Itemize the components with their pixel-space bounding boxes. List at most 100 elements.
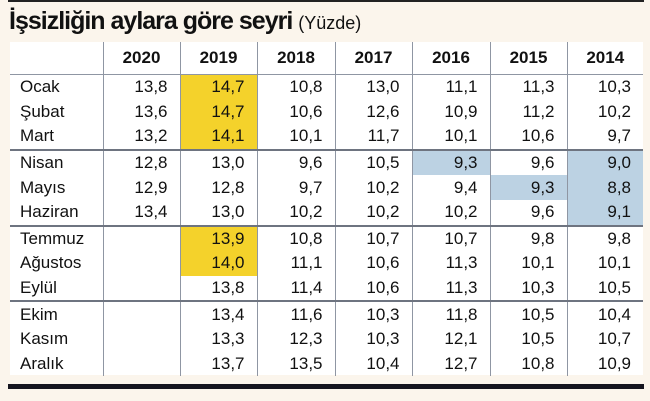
column-header-2014: 2014 <box>566 42 643 75</box>
value-cell: 9,8 <box>566 224 643 252</box>
value-cell <box>102 224 180 252</box>
value-cell: 12,6 <box>334 99 412 125</box>
value-cell: 9,7 <box>256 175 335 200</box>
value-cell: 11,3 <box>411 275 490 302</box>
value-cell: 10,5 <box>334 148 412 176</box>
value-cell: 11,7 <box>334 124 412 150</box>
column-header-2018: 2018 <box>256 42 335 75</box>
value-cell: 10,2 <box>566 99 643 125</box>
title-unit: (Yüzde) <box>298 13 362 33</box>
column-header-2015: 2015 <box>489 42 567 75</box>
value-cell: 11,3 <box>411 251 490 276</box>
value-cell: 9,0 <box>566 148 643 176</box>
month-label: Eylül <box>20 278 57 298</box>
value-cell: 10,7 <box>334 224 412 252</box>
value-cell: 13,5 <box>256 351 335 377</box>
value-cell: 9,6 <box>489 148 567 176</box>
header-corner <box>10 42 103 75</box>
value-cell: 11,6 <box>256 300 335 327</box>
value-cell: 10,6 <box>334 275 412 302</box>
value-cell: 10,3 <box>334 326 412 352</box>
value-cell: 13,0 <box>334 74 412 100</box>
value-cell: 9,1 <box>566 199 643 226</box>
table-row: Ağustos 14,0 11,1 10,6 11,3 10,1 10,1 <box>10 251 643 276</box>
month-label: Mart <box>20 126 54 146</box>
value-cell: 10,1 <box>489 251 567 276</box>
header-row: 2020 2019 2018 2017 2016 2015 2014 <box>10 42 643 75</box>
value-cell: 10,2 <box>256 199 335 226</box>
bottom-rule <box>8 384 644 389</box>
month-label: Ocak <box>20 77 60 97</box>
table-row: Temmuz 13,9 10,8 10,7 10,7 9,8 9,8 <box>10 224 643 252</box>
value-cell: 14,0 <box>179 251 257 276</box>
value-cell: 12,7 <box>411 351 490 377</box>
value-cell: 10,6 <box>489 124 567 150</box>
table-row: Mayıs 12,9 12,8 9,7 10,2 9,4 9,3 8,8 <box>10 175 643 200</box>
value-cell: 10,4 <box>334 351 412 377</box>
month-label: Kasım <box>20 329 69 349</box>
value-cell: 10,3 <box>489 275 567 302</box>
value-cell: 13,0 <box>179 148 257 176</box>
table-row: Haziran 13,4 13,0 10,2 10,2 10,2 9,6 9,1 <box>10 199 643 226</box>
value-cell: 10,1 <box>256 124 335 150</box>
value-cell <box>102 300 180 327</box>
value-cell: 11,4 <box>256 275 335 302</box>
table-row: Ekim 13,4 11,6 10,3 11,8 10,5 10,4 <box>10 300 643 327</box>
table-row: Aralık 13,7 13,5 10,4 12,7 10,8 10,9 <box>10 351 643 377</box>
value-cell: 14,7 <box>179 74 257 100</box>
value-cell: 11,3 <box>489 74 567 100</box>
value-cell: 10,4 <box>566 300 643 327</box>
column-header-2020: 2020 <box>102 42 180 75</box>
top-rule <box>8 0 644 2</box>
value-cell: 10,3 <box>334 300 412 327</box>
value-cell: 11,1 <box>256 251 335 276</box>
value-cell: 11,2 <box>489 99 567 125</box>
value-cell <box>102 251 180 276</box>
value-cell <box>102 275 180 302</box>
value-cell: 9,6 <box>489 199 567 226</box>
value-cell: 9,3 <box>489 175 567 200</box>
month-label: Aralık <box>20 353 64 373</box>
value-cell: 10,5 <box>489 300 567 327</box>
table-row: Eylül 13,8 11,4 10,6 11,3 10,3 10,5 <box>10 275 643 302</box>
month-label: Şubat <box>20 101 65 121</box>
table-row: Nisan 12,8 13,0 9,6 10,5 9,3 9,6 9,0 <box>10 148 643 176</box>
value-cell <box>102 351 180 377</box>
value-cell: 11,1 <box>411 74 490 100</box>
month-label: Haziran <box>20 202 79 222</box>
unemployment-table-container: 2020 2019 2018 2017 2016 2015 2014 Ocak 13,8 14,… <box>10 42 643 377</box>
value-cell: 10,9 <box>411 99 490 125</box>
title-text: İşsizliğin aylara göre seyri <box>9 7 293 35</box>
value-cell: 10,7 <box>566 326 643 352</box>
month-label: Temmuz <box>10 224 103 252</box>
value-cell: 12,1 <box>411 326 490 352</box>
value-cell: 10,1 <box>411 124 490 150</box>
value-cell: 12,9 <box>102 175 180 200</box>
column-header-2017: 2017 <box>334 42 412 75</box>
value-cell: 13,7 <box>179 351 257 377</box>
value-cell: 13,0 <box>179 199 257 226</box>
value-cell: 9,3 <box>411 148 490 176</box>
value-cell: 10,6 <box>334 251 412 276</box>
value-cell: 10,7 <box>411 224 490 252</box>
column-header-2019: 2019 <box>179 42 257 75</box>
value-cell: 13,8 <box>179 275 257 302</box>
value-cell: 10,5 <box>489 326 567 352</box>
value-cell: 8,8 <box>566 175 643 200</box>
value-cell: 10,5 <box>566 275 643 302</box>
table-row: Ocak 13,8 14,7 10,8 13,0 11,1 11,3 10,3 <box>10 74 643 100</box>
value-cell: 9,6 <box>256 148 335 176</box>
month-label: Mayıs <box>20 177 66 197</box>
value-cell: 10,9 <box>566 351 643 377</box>
page-title: İşsizliğin aylara göre seyri (Yüzde) <box>9 7 361 36</box>
value-cell: 9,4 <box>411 175 490 200</box>
unemployment-table: 2020 2019 2018 2017 2016 2015 2014 Ocak 13,8 14,… <box>10 42 643 377</box>
value-cell: 10,8 <box>489 351 567 377</box>
value-cell: 13,6 <box>102 99 180 125</box>
value-cell: 12,8 <box>102 148 180 176</box>
value-cell: 13,2 <box>102 124 180 150</box>
value-cell: 14,7 <box>179 99 257 125</box>
value-cell <box>102 326 180 352</box>
value-cell: 13,3 <box>179 326 257 352</box>
value-cell: 9,8 <box>489 224 567 252</box>
